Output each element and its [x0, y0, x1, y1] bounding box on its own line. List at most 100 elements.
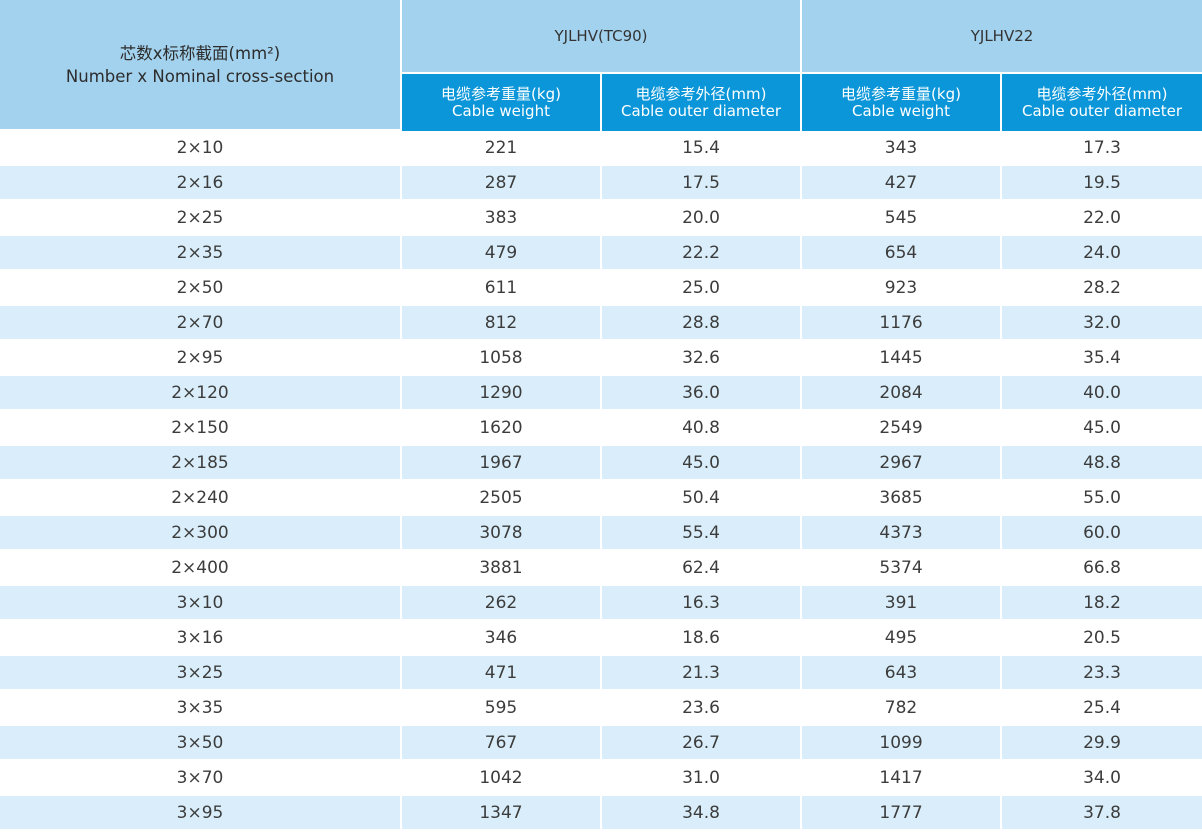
diameter-cell: 25.0 — [602, 271, 803, 306]
sub-header-weight: 电缆参考重量(kg) Cable weight — [402, 74, 602, 131]
weight-cell: 782 — [802, 691, 1003, 726]
diameter-cell: 16.3 — [602, 586, 803, 621]
weight-cell: 1777 — [802, 796, 1003, 831]
table-row: 2×16 287 17.5 427 19.5 — [0, 166, 1202, 201]
table-row: 2×400 3881 62.4 5374 66.8 — [0, 551, 1202, 586]
diameter-cell: 40.0 — [1002, 376, 1202, 411]
sub-header-diameter: 电缆参考外径(mm) Cable outer diameter — [1002, 74, 1202, 131]
diameter-cell: 18.6 — [602, 621, 803, 656]
table-row: 2×150 1620 40.8 2549 45.0 — [0, 411, 1202, 446]
diameter-cell: 45.0 — [602, 446, 803, 481]
diameter-cell: 21.3 — [602, 656, 803, 691]
weight-cell: 346 — [402, 621, 602, 656]
diameter-cell: 23.6 — [602, 691, 803, 726]
sub-header-weight: 电缆参考重量(kg) Cable weight — [802, 74, 1003, 131]
spec-cell: 2×16 — [0, 166, 402, 201]
weight-cell: 383 — [402, 201, 602, 236]
spec-cell: 2×70 — [0, 306, 402, 341]
weight-cell: 471 — [402, 656, 602, 691]
diameter-cell: 22.2 — [602, 236, 803, 271]
weight-cell: 1290 — [402, 376, 602, 411]
diameter-cell: 25.4 — [1002, 691, 1202, 726]
sub-header-en: Cable outer diameter — [1021, 101, 1183, 120]
sub-header-en: Cable outer diameter — [620, 101, 782, 120]
diameter-cell: 17.3 — [1002, 131, 1202, 166]
weight-cell: 1042 — [402, 761, 602, 796]
diameter-cell: 34.0 — [1002, 761, 1202, 796]
weight-cell: 1347 — [402, 796, 602, 831]
weight-cell: 2549 — [802, 411, 1003, 446]
table-row: 3×35 595 23.6 782 25.4 — [0, 691, 1202, 726]
weight-cell: 1445 — [802, 341, 1003, 376]
table-row: 2×50 611 25.0 923 28.2 — [0, 271, 1202, 306]
diameter-cell: 32.6 — [602, 341, 803, 376]
weight-cell: 2084 — [802, 376, 1003, 411]
diameter-cell: 23.3 — [1002, 656, 1202, 691]
sub-header-en: Cable weight — [452, 101, 550, 120]
weight-cell: 343 — [802, 131, 1003, 166]
table-row: 3×10 262 16.3 391 18.2 — [0, 586, 1202, 621]
table-row: 2×120 1290 36.0 2084 40.0 — [0, 376, 1202, 411]
diameter-cell: 50.4 — [602, 481, 803, 516]
table-body: 2×10 221 15.4 343 17.3 2×16 287 17.5 427 19.5 2×25… — [0, 131, 1202, 831]
spec-cell: 2×35 — [0, 236, 402, 271]
diameter-cell: 28.2 — [1002, 271, 1202, 306]
diameter-cell: 55.4 — [602, 516, 803, 551]
weight-cell: 1417 — [802, 761, 1003, 796]
sub-header-en: Cable weight — [852, 101, 950, 120]
weight-cell: 1058 — [402, 341, 602, 376]
spec-cell: 2×185 — [0, 446, 402, 481]
table-row: 2×25 383 20.0 545 22.0 — [0, 201, 1202, 236]
diameter-cell: 17.5 — [602, 166, 803, 201]
spec-cell: 3×16 — [0, 621, 402, 656]
sub-header-cn: 电缆参考重量(kg) — [441, 84, 561, 103]
diameter-cell: 62.4 — [602, 551, 803, 586]
spec-cell: 2×240 — [0, 481, 402, 516]
weight-cell: 262 — [402, 586, 602, 621]
diameter-cell: 24.0 — [1002, 236, 1202, 271]
weight-cell: 1099 — [802, 726, 1003, 761]
table-row: 2×95 1058 32.6 1445 35.4 — [0, 341, 1202, 376]
weight-cell: 2505 — [402, 481, 602, 516]
sub-header-cn: 电缆参考重量(kg) — [841, 84, 961, 103]
diameter-cell: 37.8 — [1002, 796, 1202, 831]
diameter-cell: 60.0 — [1002, 516, 1202, 551]
diameter-cell: 22.0 — [1002, 201, 1202, 236]
table-row: 2×10 221 15.4 343 17.3 — [0, 131, 1202, 166]
weight-cell: 545 — [802, 201, 1003, 236]
group-header-yjlhv22: YJLHV22 — [802, 0, 1202, 74]
diameter-cell: 28.8 — [602, 306, 803, 341]
diameter-cell: 31.0 — [602, 761, 803, 796]
diameter-cell: 66.8 — [1002, 551, 1202, 586]
weight-cell: 495 — [802, 621, 1003, 656]
table-row: 3×70 1042 31.0 1417 34.0 — [0, 761, 1202, 796]
spec-cell: 2×400 — [0, 551, 402, 586]
weight-cell: 221 — [402, 131, 602, 166]
sub-header-cn: 电缆参考外径(mm) — [1036, 84, 1168, 103]
weight-cell: 3685 — [802, 481, 1003, 516]
diameter-cell: 29.9 — [1002, 726, 1202, 761]
weight-cell: 812 — [402, 306, 602, 341]
weight-cell: 595 — [402, 691, 602, 726]
diameter-cell: 45.0 — [1002, 411, 1202, 446]
sub-header-diameter: 电缆参考外径(mm) Cable outer diameter — [602, 74, 803, 131]
spec-cell: 3×70 — [0, 761, 402, 796]
weight-cell: 1176 — [802, 306, 1003, 341]
weight-cell: 5374 — [802, 551, 1003, 586]
sub-header-cn: 电缆参考外径(mm) — [635, 84, 767, 103]
diameter-cell: 36.0 — [602, 376, 803, 411]
spec-cell: 2×120 — [0, 376, 402, 411]
weight-cell: 391 — [802, 586, 1003, 621]
spec-cell: 2×300 — [0, 516, 402, 551]
diameter-cell: 18.2 — [1002, 586, 1202, 621]
diameter-cell: 35.4 — [1002, 341, 1202, 376]
weight-cell: 1967 — [402, 446, 602, 481]
diameter-cell: 26.7 — [602, 726, 803, 761]
spec-header-cn: 芯数x标称截面(mm²) — [119, 43, 281, 63]
spec-cell: 3×95 — [0, 796, 402, 831]
weight-cell: 654 — [802, 236, 1003, 271]
diameter-cell: 34.8 — [602, 796, 803, 831]
diameter-cell: 19.5 — [1002, 166, 1202, 201]
spec-cell: 3×50 — [0, 726, 402, 761]
